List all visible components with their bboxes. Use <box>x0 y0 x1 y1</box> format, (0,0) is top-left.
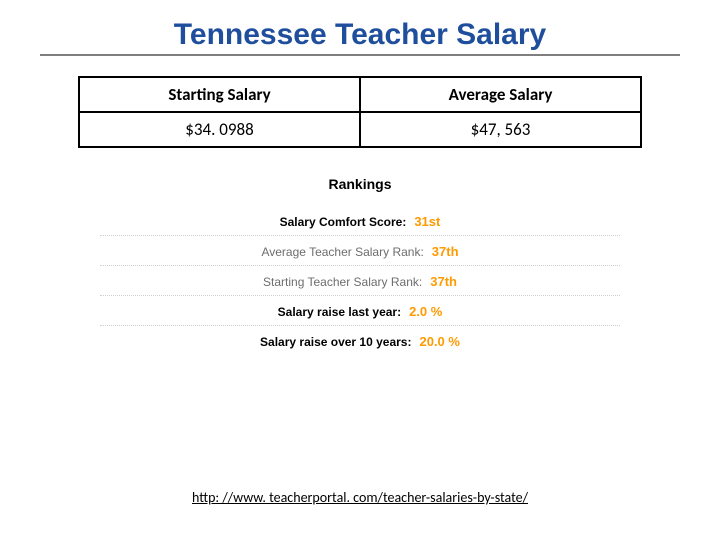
rank-label: Starting Teacher Salary Rank: <box>263 275 422 289</box>
rank-label: Salary raise over 10 years: <box>260 335 411 349</box>
rank-row: Starting Teacher Salary Rank: 37th <box>100 266 620 296</box>
rank-row: Salary Comfort Score: 31st <box>100 206 620 236</box>
page-title: Tennessee Teacher Salary <box>40 18 680 52</box>
rankings-heading: Rankings <box>100 176 620 192</box>
rank-value: 37th <box>428 274 457 289</box>
table-header-row: Starting Salary Average Salary <box>80 78 640 111</box>
cell-starting-value: $34. 0988 <box>80 113 359 146</box>
rank-label: Average Teacher Salary Rank: <box>261 245 423 259</box>
col-header-starting: Starting Salary <box>80 78 359 111</box>
rankings-panel: Rankings Salary Comfort Score: 31st Aver… <box>100 176 620 355</box>
source-link[interactable]: http: //www. teacherportal. com/teacher-… <box>0 489 720 506</box>
title-underline <box>40 54 680 56</box>
salary-table: Starting Salary Average Salary $34. 0988… <box>78 76 642 148</box>
rank-row: Salary raise over 10 years: 20.0 % <box>100 326 620 355</box>
rank-label: Salary Comfort Score: <box>280 215 407 229</box>
slide: Tennessee Teacher Salary Starting Salary… <box>0 0 720 540</box>
cell-average-value: $47, 563 <box>359 113 640 146</box>
rank-value: 2.0 % <box>407 304 442 319</box>
rank-value: 31st <box>412 214 440 229</box>
rank-value: 20.0 % <box>417 334 459 349</box>
rank-row: Salary raise last year: 2.0 % <box>100 296 620 326</box>
rank-label: Salary raise last year: <box>278 305 401 319</box>
table-row: $34. 0988 $47, 563 <box>80 111 640 146</box>
rank-row: Average Teacher Salary Rank: 37th <box>100 236 620 266</box>
col-header-average: Average Salary <box>359 78 640 111</box>
rank-value: 37th <box>430 244 459 259</box>
